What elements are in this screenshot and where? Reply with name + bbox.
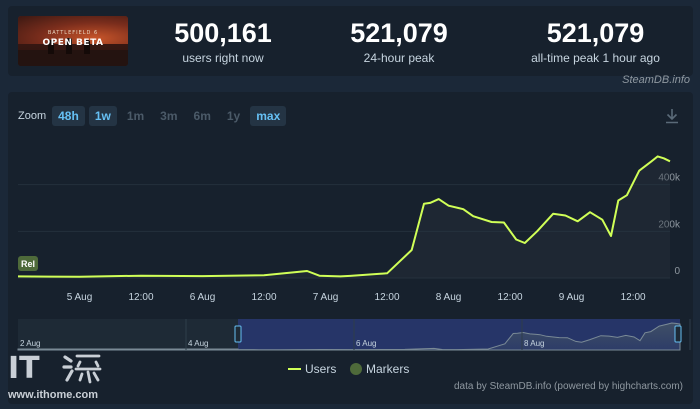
zoom-max-button[interactable]: max <box>250 106 287 126</box>
soldier-figure-icon <box>48 40 54 54</box>
player-count-chart[interactable]: 400k 200k 0 5 Aug 12:00 6 Aug 12:00 7 Aug 12:00… <box>8 92 693 404</box>
zoom-6m-button[interactable]: 6m <box>193 109 211 123</box>
ithome-url: www.ithome.com <box>8 389 99 401</box>
zoom-1w-button[interactable]: 1w <box>88 106 117 126</box>
users-area <box>18 156 670 278</box>
legend-users[interactable]: Users <box>305 362 336 376</box>
zoom-toolbar: Zoom 48h 1w 1m 3m 6m 1y max <box>18 106 290 126</box>
legend-markers-swatch <box>350 363 362 375</box>
y-tick-label: 400k <box>658 173 681 184</box>
ithome-logo: IT <box>8 351 40 386</box>
navigator-left-handle[interactable] <box>234 325 242 343</box>
x-tick-label: 6 Aug <box>190 292 216 303</box>
ithome-glyph-icon <box>62 354 102 384</box>
capsule-franchise: BATTLEFIELD 6 <box>47 30 99 36</box>
capsule-ground <box>18 50 128 66</box>
x-tick-label: 9 Aug <box>559 292 585 303</box>
y-tick-label: 0 <box>674 266 680 277</box>
x-tick-label: 12:00 <box>375 292 400 303</box>
stat-value: 521,079 <box>350 18 448 48</box>
chart-legend: Users Markers <box>288 362 409 376</box>
chart-navigator[interactable]: 2 Aug 4 Aug 6 Aug 8 Aug <box>17 319 691 351</box>
navigator-tick-label: 4 Aug <box>188 339 208 348</box>
x-tick-label: 12:00 <box>621 292 646 303</box>
users-series <box>17 155 671 278</box>
zoom-1m-button[interactable]: 1m <box>126 109 145 123</box>
release-marker-label: Rel <box>21 259 35 269</box>
capsule-sky <box>18 16 128 44</box>
zoom-label: Zoom <box>18 110 47 122</box>
x-tick-label: 7 Aug <box>313 292 339 303</box>
navigator-tick-label: 8 Aug <box>524 339 544 348</box>
x-tick-label: 5 Aug <box>67 292 93 303</box>
stat-current-users: 500,161 users right now <box>148 18 298 65</box>
chart-panel: Zoom 48h 1w 1m 3m 6m 1y max 400k 200k 0 5 … <box>8 92 693 404</box>
x-tick-label: 12:00 <box>498 292 523 303</box>
x-tick-label: 12:00 <box>129 292 154 303</box>
soldier-figure-icon <box>84 40 90 54</box>
legend-markers[interactable]: Markers <box>366 362 409 376</box>
release-marker[interactable] <box>18 256 38 271</box>
navigator-right-handle[interactable] <box>674 325 682 343</box>
stat-value: 521,079 <box>546 18 645 48</box>
stat-24h-peak: 521,079 24-hour peak <box>324 18 474 65</box>
download-icon[interactable] <box>665 108 679 124</box>
stat-label: users right now <box>182 51 264 65</box>
zoom-3m-button[interactable]: 3m <box>160 109 178 123</box>
stat-label: all-time peak 1 hour ago <box>531 51 660 65</box>
navigator-series <box>17 322 681 351</box>
stat-value: 500,161 <box>174 18 272 48</box>
y-axis: 400k 200k 0 <box>658 173 681 277</box>
y-tick-label: 200k <box>658 219 681 230</box>
chart-credit[interactable]: data by SteamDB.info (powered by highcha… <box>454 381 683 392</box>
steamdb-brand-label: SteamDB.info <box>622 74 690 86</box>
stats-panel: BATTLEFIELD 6 OPEN BETA 500,161 users ri… <box>8 6 693 76</box>
x-tick-label: 8 Aug <box>436 292 462 303</box>
capsule-title: OPEN BETA <box>42 38 104 48</box>
game-capsule-image[interactable]: BATTLEFIELD 6 OPEN BETA <box>18 16 128 66</box>
x-axis: 5 Aug 12:00 6 Aug 12:00 7 Aug 12:00 8 Aug 12:00… <box>67 292 646 303</box>
chart-grid <box>18 184 670 279</box>
stat-label: 24-hour peak <box>363 51 435 65</box>
soldier-figure-icon <box>66 38 72 54</box>
users-line[interactable] <box>17 155 671 278</box>
stat-all-time-peak: 521,079 all-time peak 1 hour ago <box>508 18 683 65</box>
release-marker-group[interactable]: Rel <box>18 256 38 271</box>
x-tick-label: 12:00 <box>252 292 277 303</box>
zoom-1y-button[interactable]: 1y <box>226 109 241 123</box>
navigator-tick-label: 6 Aug <box>356 339 376 348</box>
navigator-tick-label: 2 Aug <box>20 339 40 348</box>
zoom-48h-button[interactable]: 48h <box>52 106 85 126</box>
